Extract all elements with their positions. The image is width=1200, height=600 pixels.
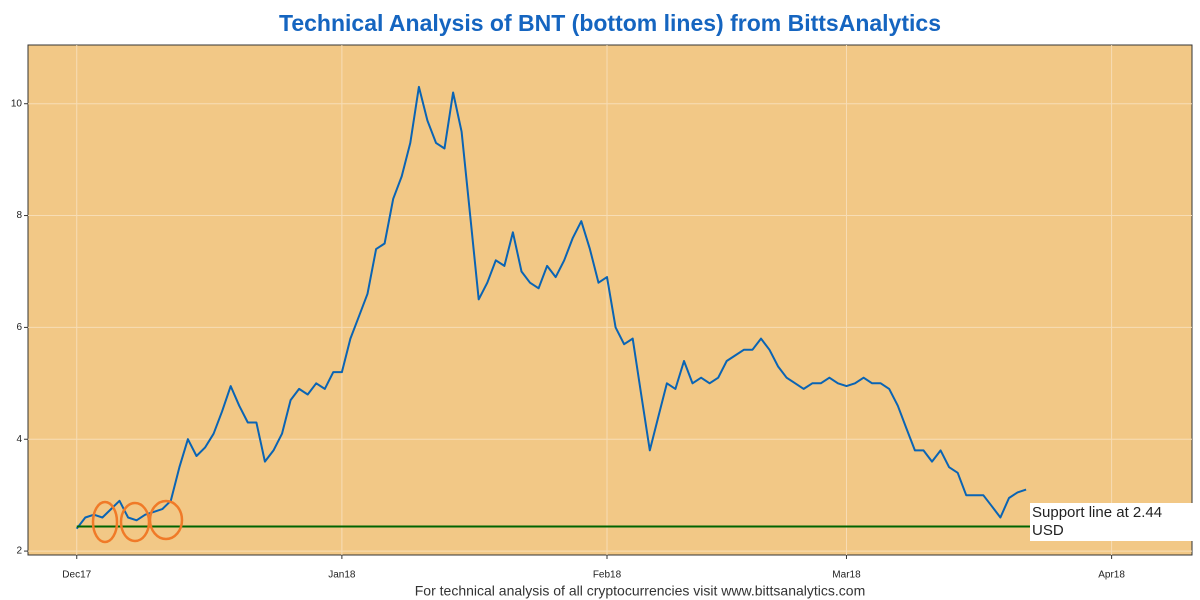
x-tick-label: Feb18 xyxy=(593,570,622,581)
circle xyxy=(91,500,119,544)
x-tick-label: Dec17 xyxy=(62,570,91,581)
circle xyxy=(148,499,184,541)
y-tick-label: 6 xyxy=(16,322,22,333)
y-tick-label: 10 xyxy=(11,98,23,109)
marks: 2 4 6 8 10 Dec17 Jan18 Feb18 Mar18 Apr18 xyxy=(11,45,1192,581)
price-line xyxy=(75,85,1027,530)
x-tick-label: Mar18 xyxy=(832,570,861,581)
support-annotation: Support line at 2.44 USD xyxy=(1030,503,1199,541)
x-tick-label: Jan18 xyxy=(328,570,356,581)
x-tick-label: Apr18 xyxy=(1098,570,1125,581)
y-tick-label: 8 xyxy=(16,210,22,221)
footer: For technical analysis of all cryptocurr… xyxy=(415,583,866,599)
y-tick-label: 4 xyxy=(16,434,22,445)
y-tick-label: 2 xyxy=(16,546,22,557)
highlight-circles xyxy=(91,499,184,544)
chart-title: Technical Analysis of BNT (bottom lines)… xyxy=(279,10,941,36)
